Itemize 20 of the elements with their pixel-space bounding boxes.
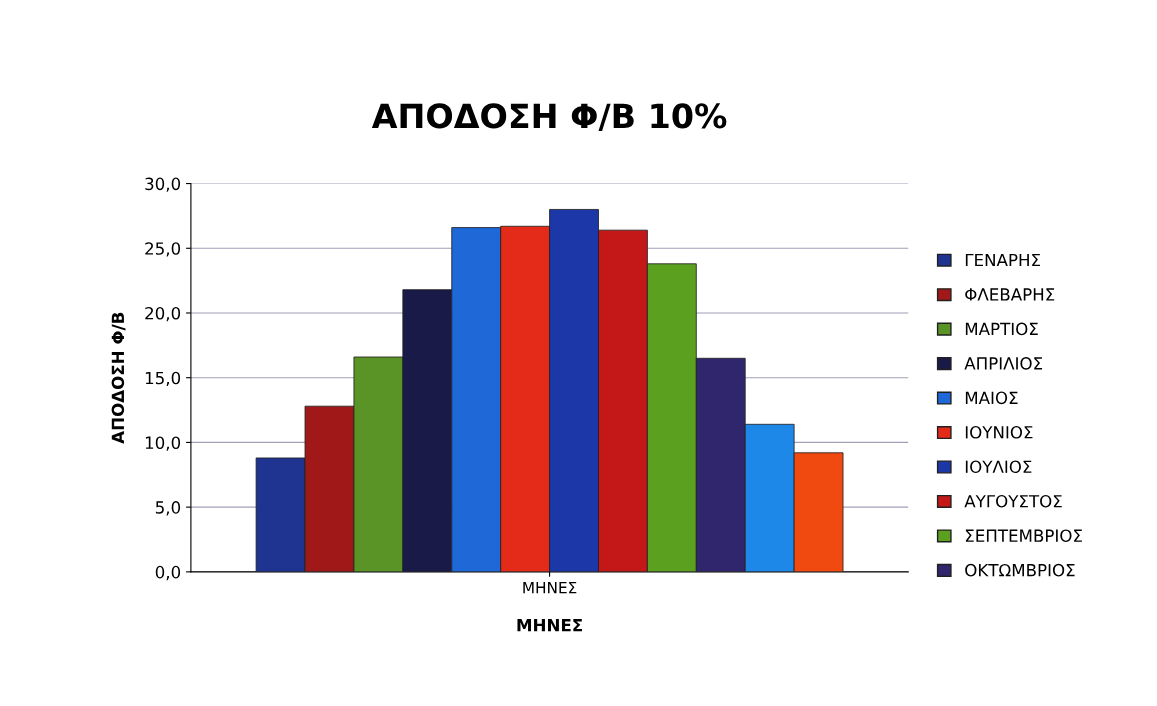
legend-label: ΣΕΠΤΕΜΒΡΙΟΣ xyxy=(965,529,1082,542)
legend-label: ΜΑΙΟΣ xyxy=(965,391,1018,405)
y-tick-label: 20,0 xyxy=(145,306,181,322)
legend-label: ΑΠΡΙΛΙΟΣ xyxy=(964,357,1043,370)
legend-label: ΟΚΤΩΜΒΡΙΟΣ xyxy=(965,563,1075,577)
legend-label: ΙΟΥΛΙΟΣ xyxy=(965,460,1032,474)
legend-label: ΜΑΡΤΙΟΣ xyxy=(965,322,1038,336)
y-tick-label: 0,0 xyxy=(155,565,181,581)
y-tick-label: 30,0 xyxy=(145,177,181,192)
legend-label: ΙΟΥΝΙΟΣ xyxy=(965,426,1033,439)
legend-label: ΦΛΕΒΑΡΗΣ xyxy=(965,288,1055,301)
legend-label: ΑΥΓΟΥΣΤΟΣ xyxy=(964,494,1062,508)
y-tick-label: 15,0 xyxy=(145,371,181,386)
y-tick-label: 10,0 xyxy=(145,436,181,451)
y-tick-label: 5,0 xyxy=(155,501,181,516)
chart-title: ΑΠΟΔΟΣΗ Φ/Β 10% xyxy=(371,103,727,132)
x-axis-title: ΜΗΝΕΣ xyxy=(517,619,582,632)
y-axis-title: ΑΠΟΔΟΣΗ Φ/Β xyxy=(111,312,126,444)
y-tick-label: 25,0 xyxy=(145,242,181,257)
legend-label: ΓΕΝΑΡΗΣ xyxy=(965,253,1040,267)
